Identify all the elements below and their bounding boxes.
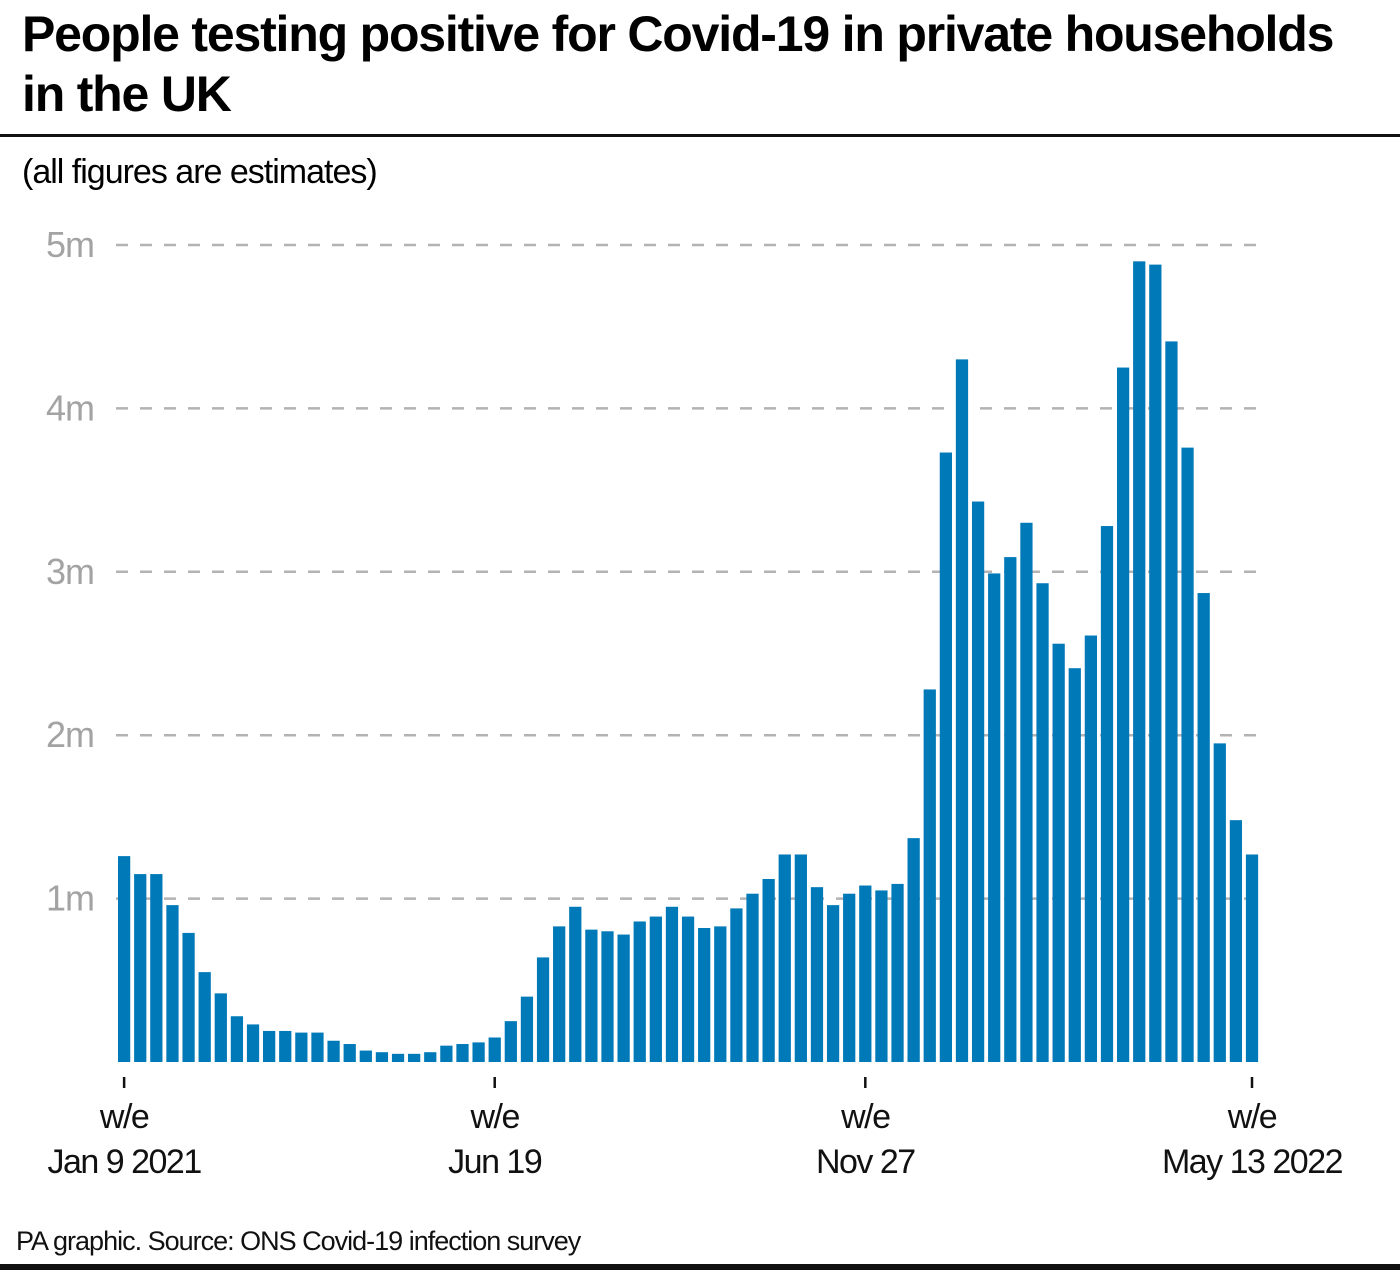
bar: [1165, 341, 1178, 1062]
bar: [1181, 447, 1194, 1063]
y-tick-label: 5m: [46, 224, 94, 265]
bar: [134, 874, 147, 1062]
bar: [375, 1052, 389, 1062]
bar: [875, 890, 888, 1062]
x-tick-label-date: Nov 27: [816, 1143, 915, 1181]
bar: [1245, 854, 1259, 1062]
bar: [1036, 583, 1049, 1062]
x-tick-label-prefix: w/e: [470, 1098, 520, 1136]
bar: [150, 874, 163, 1062]
bar: [778, 854, 791, 1062]
bar: [1052, 643, 1065, 1062]
bar: [923, 689, 936, 1062]
bar: [955, 359, 969, 1062]
bar: [1229, 820, 1243, 1062]
bar: [698, 928, 711, 1062]
bar: [166, 905, 179, 1062]
bar: [553, 926, 566, 1062]
bar: [907, 838, 920, 1062]
bar: [794, 854, 807, 1062]
bar: [1133, 261, 1146, 1063]
bar: [1213, 743, 1226, 1062]
bar: [359, 1050, 372, 1062]
bar: [504, 1021, 517, 1062]
bar: [971, 501, 985, 1063]
bar: [665, 906, 679, 1062]
bar: [295, 1032, 308, 1062]
bar: [649, 916, 662, 1062]
bar: [633, 921, 646, 1062]
y-tick-label: 1m: [46, 878, 94, 919]
bar: [279, 1030, 292, 1062]
bar: [1068, 668, 1081, 1062]
y-tick-label: 2m: [46, 714, 94, 755]
x-tick-label-prefix: w/e: [840, 1098, 890, 1136]
bar: [118, 856, 131, 1062]
bar: [520, 996, 534, 1062]
bar: [891, 883, 904, 1062]
source-note: PA graphic. Source: ONS Covid-19 infecti…: [16, 1226, 581, 1256]
bar: [1197, 593, 1210, 1062]
bar: [569, 906, 582, 1062]
bar: [617, 934, 630, 1062]
x-tick-label-prefix: w/e: [99, 1098, 149, 1136]
bar: [391, 1053, 405, 1062]
y-tick-label: 4m: [46, 387, 94, 428]
chart-title: People testing positive for Covid-19 in …: [22, 6, 1334, 122]
bar: [1100, 526, 1114, 1062]
bar: [810, 887, 824, 1062]
chart-subtitle: (all figures are estimates): [22, 153, 378, 191]
bar: [343, 1044, 356, 1062]
bar: [1149, 264, 1162, 1062]
bar: [230, 1016, 244, 1062]
bar: [826, 905, 840, 1062]
bar: [859, 885, 872, 1062]
x-axis: w/e Jan 9 2021 w/e Jun 19 w/e Nov 27 w/e May 13…: [47, 1077, 1344, 1181]
bar: [762, 878, 775, 1062]
bar: [408, 1053, 421, 1062]
x-tick-label-prefix: w/e: [1227, 1098, 1277, 1136]
x-tick-label-date: Jun 19: [448, 1143, 542, 1181]
bar: [730, 908, 743, 1062]
bar: [1004, 557, 1017, 1062]
y-tick-label: 3m: [46, 551, 94, 592]
bar: [327, 1040, 340, 1062]
bar: [263, 1030, 276, 1062]
title-divider: [0, 134, 1400, 137]
bar: [536, 957, 550, 1062]
bars: [118, 261, 1259, 1063]
bar: [601, 931, 614, 1062]
footer-divider: [0, 1264, 1400, 1270]
bar: [714, 926, 727, 1062]
bar: [311, 1032, 324, 1062]
bar: [1020, 522, 1033, 1062]
bar: [472, 1042, 485, 1062]
bar: [488, 1037, 501, 1062]
bar: [456, 1044, 469, 1062]
y-axis-labels: 1m 2m 3m 4m 5m: [46, 224, 95, 919]
bar: [988, 573, 1001, 1062]
x-tick-label-date: May 13 2022: [1162, 1143, 1343, 1181]
bar: [1084, 635, 1098, 1062]
bar: [214, 993, 227, 1062]
bar: [843, 893, 856, 1062]
bar: [746, 893, 759, 1062]
bar: [681, 916, 695, 1062]
bar: [246, 1024, 260, 1062]
bar: [424, 1052, 437, 1062]
bar: [440, 1045, 453, 1062]
bar: [939, 452, 952, 1062]
bar: [182, 932, 195, 1062]
bar: [198, 972, 211, 1062]
x-tick-label-date: Jan 9 2021: [47, 1143, 201, 1181]
bar: [1116, 367, 1130, 1062]
bar: [585, 929, 598, 1062]
